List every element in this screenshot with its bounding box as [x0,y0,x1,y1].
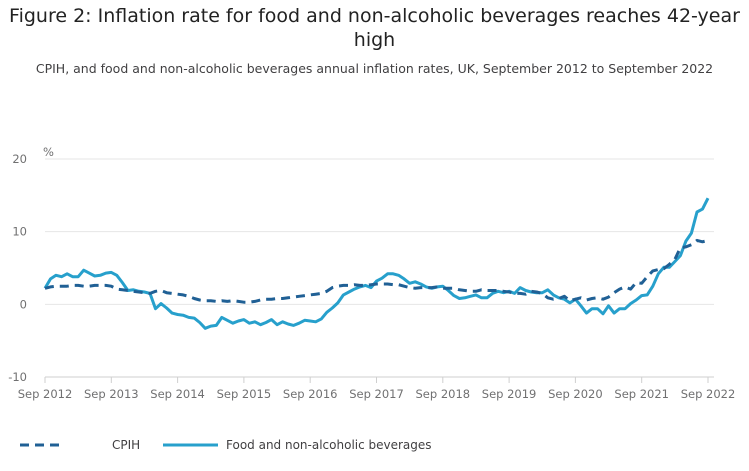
y-tick-label: 0 [20,297,27,311]
legend-label: Food and non-alcoholic beverages [226,438,432,452]
x-tick-label: Sep 2012 [18,387,73,401]
legend: CPIH Food and non-alcoholic beverages [20,438,432,452]
legend-label: CPIH [112,438,140,452]
y-tick-label: 20 [12,152,27,166]
x-tick-label: Sep 2019 [482,387,537,401]
series-line-food [43,197,710,330]
y-tick-label: 10 [12,225,27,239]
y-tick-label: -10 [8,370,27,384]
x-axis: Sep 2012 Sep 2013 Sep 2014 Sep 2015 Sep 2016… [18,376,736,401]
x-tick-label: Sep 2013 [84,387,139,401]
x-tick-label: Sep 2020 [548,387,603,401]
y-tick-labels: -10 0 10 20 [8,152,27,384]
x-tick-label: Sep 2016 [283,387,338,401]
x-tick-label: Sep 2017 [349,387,404,401]
chart-title: Figure 2: Inflation rate for food and no… [9,5,740,51]
x-tick-label: Sep 2014 [150,387,205,401]
series-line-cpih [44,238,709,304]
y-axis-unit-label: % [43,145,54,159]
gridlines [45,158,714,305]
x-tick-label: Sep 2018 [415,387,470,401]
series-lines [43,197,710,330]
x-tick-label: Sep 2015 [217,387,272,401]
x-tick-label: Sep 2022 [681,387,736,401]
x-tick-label: Sep 2021 [614,387,669,401]
chart-subtitle: CPIH, and food and non-alcoholic beverag… [35,61,714,76]
